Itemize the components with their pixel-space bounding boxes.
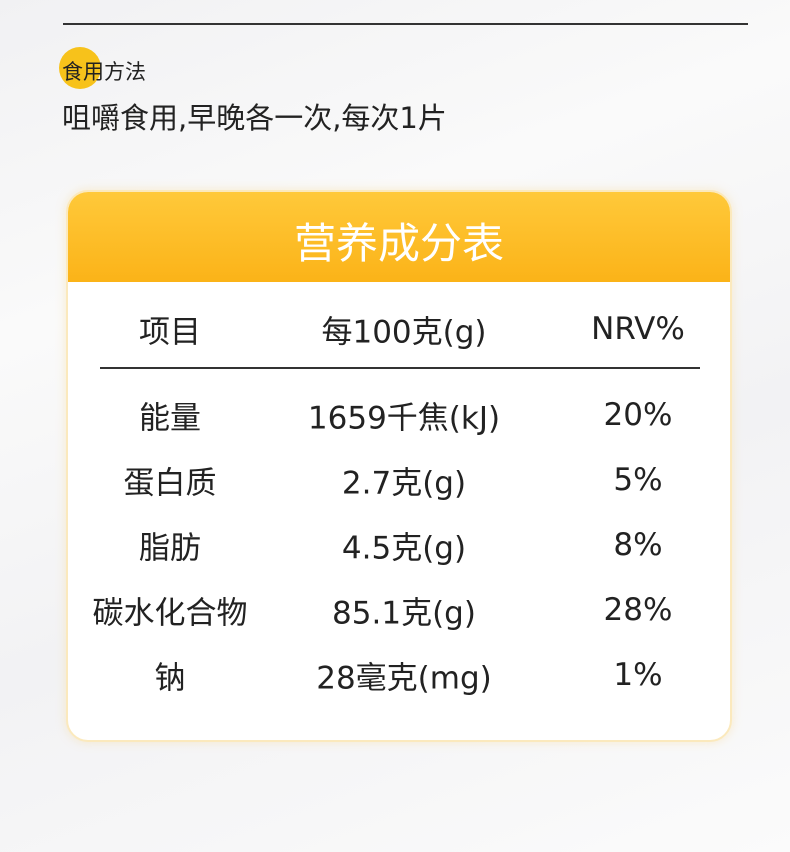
usage-text: 咀嚼食用,早晚各一次,每次1片: [62, 101, 447, 135]
table-cell: 20%: [603, 397, 673, 433]
table-cell: 2.7克(g): [341, 465, 467, 502]
nutrition-card: 营养成分表 项目 每100克(g) NRV% 能量 1659千焦(kJ) 20% 蛋白质 2.…: [66, 190, 732, 742]
table-cell: 1%: [613, 657, 663, 693]
table-cell: 8%: [613, 527, 663, 563]
table-cell: 钠: [154, 660, 186, 697]
column-header: 项目: [139, 314, 201, 351]
table-cell: 4.5克(g): [341, 530, 467, 567]
table-cell: 1659千焦(kJ): [307, 400, 501, 437]
table-cell: 28%: [603, 592, 673, 628]
header-divider: [100, 367, 700, 369]
table-cell: 脂肪: [139, 530, 201, 567]
table-cell: 5%: [613, 462, 663, 498]
table-cell: 能量: [139, 400, 201, 437]
column-header: NRV%: [591, 311, 685, 347]
column-header: 每100克(g): [321, 314, 487, 351]
table-cell: 85.1克(g): [332, 595, 476, 632]
label-highlight: [59, 47, 101, 89]
card-header: [68, 192, 730, 282]
table-cell: 28毫克(mg): [316, 660, 492, 697]
table-cell: 蛋白质: [123, 465, 217, 502]
section-label: 食用方法: [62, 60, 146, 84]
divider: [63, 23, 748, 25]
table-cell: 碳水化合物: [92, 595, 248, 632]
table-title: 营养成分表: [293, 219, 504, 268]
